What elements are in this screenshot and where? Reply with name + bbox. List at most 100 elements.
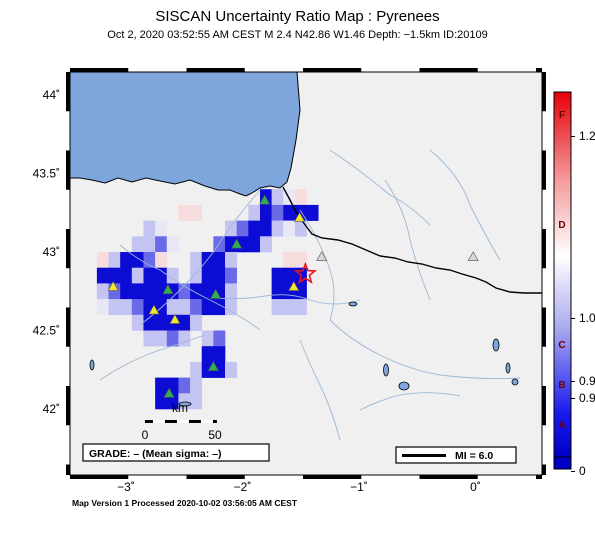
uncertainty-cell [271,220,284,237]
uncertainty-cell [155,283,168,300]
uncertainty-cell [178,283,191,300]
uncertainty-cell [108,283,121,300]
frame-band [542,72,546,112]
colorbar-values: 1.2 1.0 0.9 0.9 0 [571,129,595,478]
uncertainty-cell [213,346,226,363]
uncertainty-cell [283,252,296,268]
colorbar-tick [571,381,575,382]
uncertainty-cell [155,330,168,347]
colorbar-grade-letter: F [559,110,565,121]
uncertainty-cell [166,393,179,410]
colorbar-value: 0 [579,464,586,478]
colorbar-value: 0.9 [579,391,595,405]
longitude-tick-label: −2˚ [234,480,252,494]
frame-band [66,229,70,269]
uncertainty-cell [120,299,133,316]
uncertainty-cell [283,220,296,237]
uncertainty-cell [201,283,214,300]
uncertainty-cell [190,267,203,284]
uncertainty-cell [259,220,272,237]
frame-band [70,475,129,479]
colorbar-value: 1.0 [579,311,595,325]
uncertainty-cell [225,267,237,284]
scale-unit: km [172,401,188,415]
station-triangle[interactable] [207,360,219,371]
scale-tick-50: 50 [208,428,222,442]
uncertainty-cell [96,267,109,284]
uncertainty-cell [120,283,133,300]
uncertainty-cell [155,267,168,284]
grade-box-frame [82,443,270,462]
uncertainty-cell [283,283,296,300]
station-triangle[interactable] [169,313,181,324]
uncertainty-cell [190,314,203,331]
latitude-tick-label: 42˚ [43,402,60,416]
uncertainty-cell [236,236,249,253]
uncertainty-cell [259,204,272,221]
station-triangle[interactable] [259,194,271,205]
latitude-tick-label: 43˚ [43,245,60,259]
river [119,244,261,331]
station-triangle[interactable] [162,284,174,294]
frame-band [66,464,70,475]
latitude-tick-label: 44˚ [43,88,60,102]
scale-tick-0: 0 [142,428,149,442]
uncertainty-cell [178,314,191,331]
epicenter-star[interactable] [293,261,318,284]
river [299,209,335,321]
station-triangle[interactable] [107,280,119,291]
uncertainty-cell [178,393,191,410]
uncertainty-cell [143,252,156,268]
uncertainty-cell [155,299,168,316]
station-triangle[interactable] [231,238,243,249]
uncertainty-cell [190,252,203,268]
station-triangle[interactable] [288,280,300,291]
uncertainty-cell [283,299,296,316]
uncertainty-cell [213,236,226,253]
uncertainty-cell [155,220,168,237]
uncertainty-cell [190,393,203,410]
uncertainty-cell [143,267,156,284]
uncertainty-cell [259,236,272,253]
event-info: Oct 2, 2020 03:52:55 AM CEST M 2.4 N42.8… [107,29,488,41]
uncertainty-cell [225,252,237,268]
station-triangle[interactable] [316,251,328,262]
uncertainty-cell [178,299,191,316]
uncertainty-cell [178,204,191,221]
uncertainty-cell [166,267,179,284]
uncertainty-cell [155,393,168,410]
uncertainty-cell [166,377,179,394]
uncertainty-cell [248,204,261,221]
uncertainty-cell [143,236,156,253]
uncertainty-cell [201,346,214,363]
uncertainty-cell [201,267,214,284]
station-triangle[interactable] [294,211,306,222]
uncertainty-cell [155,236,168,253]
station-triangle[interactable] [163,387,175,398]
station-triangle[interactable] [210,288,222,299]
stations [107,194,479,398]
river [359,392,461,411]
frame-band [542,464,546,475]
uncertainty-cell [213,361,226,378]
uncertainty-cell [248,220,261,237]
uncertainty-cell [108,267,121,284]
frame-band [303,475,362,479]
processing-info: Map Version 1 Processed 2020-10-02 03:56… [72,498,298,508]
uncertainty-cell [213,299,226,316]
uncertainty-cell [213,283,226,300]
frame-band [542,386,546,426]
station-triangle[interactable] [467,251,479,262]
uncertainty-cell [131,314,144,331]
frame-band [536,68,542,72]
longitude-tick-label: −3˚ [117,480,135,494]
frame-band [303,68,362,72]
station-triangle[interactable] [148,304,160,315]
uncertainty-cell [225,220,237,237]
lakes [89,301,519,407]
scale-bar-segment [153,420,165,423]
uncertainty-cell [190,204,203,221]
uncertainty-cell [131,283,144,300]
grade-box: GRADE: – (Mean sigma: –) [82,443,270,462]
